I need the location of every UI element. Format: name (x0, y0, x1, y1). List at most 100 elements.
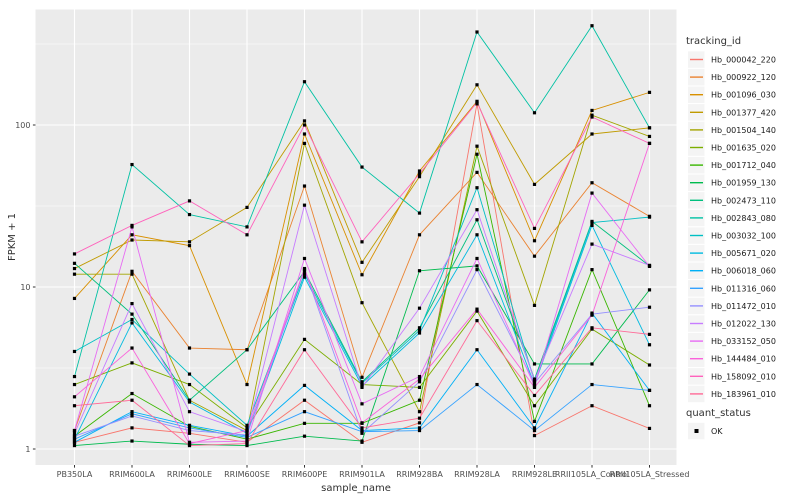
data-point (187, 346, 192, 350)
legend-title: tracking_id (686, 36, 741, 47)
data-point (187, 431, 192, 435)
data-point (475, 256, 479, 261)
data-point (590, 181, 594, 185)
data-point (475, 186, 479, 190)
data-point (72, 443, 77, 448)
data-point (532, 239, 537, 243)
legend-label: Hb_158092_010 (711, 372, 776, 381)
data-point (532, 393, 537, 398)
data-point (245, 439, 249, 443)
x-tick-label: RRIM928BA (396, 470, 443, 479)
quant-status-title: quant_status (686, 408, 751, 419)
data-point (417, 169, 422, 173)
data-point (302, 348, 307, 352)
data-point (302, 184, 307, 188)
data-point (360, 439, 364, 443)
data-point (475, 208, 479, 212)
data-point (647, 305, 652, 309)
data-point (417, 380, 422, 384)
data-point (590, 24, 594, 28)
data-point (647, 288, 652, 292)
legend-label: Hb_001635_020 (711, 144, 776, 153)
data-point (532, 404, 537, 408)
data-point (130, 223, 134, 228)
data-point (417, 326, 422, 330)
data-point (475, 307, 479, 311)
data-point (590, 326, 594, 330)
data-point (187, 423, 192, 427)
data-point (187, 410, 192, 414)
data-point (130, 361, 134, 365)
data-point (590, 223, 594, 228)
legend-label: Hb_183961_010 (711, 390, 776, 399)
data-point (590, 382, 594, 387)
data-point (245, 437, 249, 441)
data-point (590, 220, 594, 225)
data-point (475, 264, 479, 268)
x-tick-label: RRII105LA_Stressed (610, 470, 690, 479)
data-point (130, 321, 134, 325)
data-point (302, 272, 307, 276)
data-point (245, 428, 249, 433)
legend-label: Hb_001959_130 (711, 179, 776, 188)
data-point (590, 268, 594, 272)
data-point (417, 377, 422, 381)
data-point (187, 244, 192, 248)
legend-label: Hb_005671_020 (711, 249, 776, 258)
data-point (647, 388, 652, 393)
data-point (475, 382, 479, 387)
data-point (532, 385, 537, 390)
data-point (130, 312, 134, 316)
data-point (302, 266, 307, 271)
data-point (647, 141, 652, 145)
data-point (72, 437, 77, 441)
legend-label: Hb_144484_010 (711, 355, 776, 364)
legend-label: Hb_000042_220 (711, 56, 776, 65)
data-point (475, 348, 479, 352)
x-tick-label: RRIM600LA (109, 470, 155, 479)
quant-status-entries: OK (688, 422, 723, 440)
data-point (130, 301, 134, 306)
legend-label: Hb_011472_010 (711, 302, 776, 311)
data-point (72, 431, 77, 435)
x-tick-label: RRIM600SE (224, 470, 270, 479)
data-point (647, 426, 652, 431)
data-point (130, 410, 134, 414)
data-point (360, 430, 364, 434)
data-point (72, 382, 77, 387)
data-point (302, 337, 307, 341)
data-point (302, 269, 307, 273)
data-point (187, 372, 192, 376)
data-point (130, 439, 134, 443)
x-tick-label: RRIM928LA (454, 470, 500, 479)
data-point (302, 275, 307, 279)
data-point (302, 80, 307, 84)
data-point (72, 428, 77, 433)
data-point (360, 375, 364, 379)
data-point (187, 240, 192, 244)
quant-key-marker (694, 429, 699, 433)
legend-label: Hb_006018_060 (711, 267, 776, 276)
data-point (532, 381, 537, 385)
y-tick-label: 100 (15, 121, 30, 130)
data-point (532, 182, 537, 186)
data-point (245, 435, 249, 439)
data-point (72, 261, 77, 265)
x-tick-label: PB350LA (57, 470, 93, 479)
data-point (130, 412, 134, 416)
data-point (475, 268, 479, 272)
data-point (475, 233, 479, 237)
data-point (130, 272, 134, 276)
y-axis-title: FPKM + 1 (7, 213, 18, 261)
data-point (245, 423, 249, 427)
data-point (360, 402, 364, 406)
legend-label: Hb_033152_050 (711, 337, 776, 346)
data-point (590, 108, 594, 113)
data-point (532, 433, 537, 438)
data-point (130, 391, 134, 396)
data-point (647, 363, 652, 367)
data-point (475, 100, 479, 104)
data-point (647, 332, 652, 336)
y-tick-label: 1 (25, 445, 30, 454)
